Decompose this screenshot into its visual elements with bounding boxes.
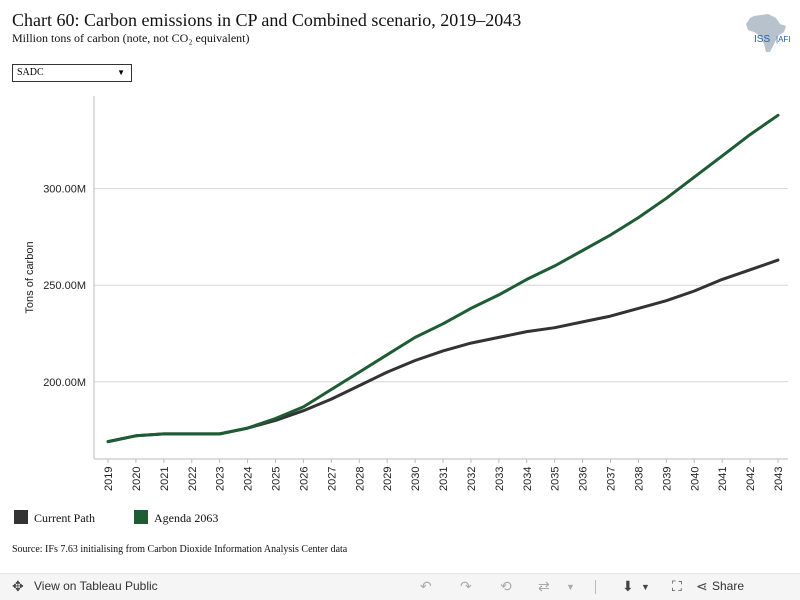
x-tick-label: 2031 bbox=[438, 467, 450, 491]
legend-label-current-path: Current Path bbox=[34, 511, 95, 525]
tableau-logo-icon: ✥ bbox=[12, 578, 24, 594]
refresh-options-chevron-icon[interactable]: ▼ bbox=[566, 582, 575, 592]
chart-subtitle: Million tons of carbon (note, not CO₂ eq… bbox=[12, 31, 250, 45]
legend-item-current-path[interactable]: Current Path bbox=[14, 510, 95, 526]
svg-text:|AFI: |AFI bbox=[776, 35, 791, 44]
y-tick-label: 200.00M bbox=[43, 377, 86, 389]
line-chart: 200.00M 250.00M 300.00M Tons of carbon 2019 2… bbox=[24, 96, 788, 491]
share-button[interactable]: Share bbox=[712, 579, 745, 593]
legend-swatch-agenda-2063 bbox=[134, 510, 148, 524]
region-filter-value: SADC bbox=[17, 67, 44, 78]
toolbar-divider bbox=[595, 580, 596, 594]
fullscreen-icon[interactable]: ⛶ bbox=[672, 578, 682, 594]
x-tick-label: 2035 bbox=[550, 467, 562, 491]
iss-africa-logo: ISS |AFI bbox=[746, 14, 791, 52]
y-tick-label: 300.00M bbox=[43, 184, 86, 196]
series-line-agenda-2063[interactable] bbox=[106, 113, 780, 444]
x-tick-label: 2040 bbox=[689, 467, 701, 491]
download-options-chevron-icon[interactable]: ▼ bbox=[641, 582, 650, 592]
x-tick-label: 2043 bbox=[773, 467, 785, 491]
refresh-icon[interactable]: ⇄ bbox=[538, 578, 550, 594]
x-tick-label: 2026 bbox=[298, 467, 310, 491]
source-note: Source: IFs 7.63 initialising from Carbo… bbox=[12, 544, 348, 555]
x-tick-label: 2030 bbox=[410, 467, 422, 491]
x-tick-label: 2028 bbox=[354, 467, 366, 491]
region-filter-dropdown[interactable]: SADC ▼ bbox=[12, 64, 132, 82]
x-tick-label: 2021 bbox=[159, 467, 171, 491]
y-tick-label: 250.00M bbox=[43, 280, 86, 292]
legend-label-agenda-2063: Agenda 2063 bbox=[154, 511, 219, 525]
x-tick-label: 2024 bbox=[243, 467, 255, 491]
y-axis-title: Tons of carbon bbox=[24, 241, 36, 313]
tableau-toolbar: ✥ View on Tableau Public ↶ ↷ ⟲ ⇄ ▼ ⬇ ▼ ⛶… bbox=[0, 573, 800, 600]
revert-icon[interactable]: ⟲ bbox=[500, 578, 512, 594]
legend-item-agenda-2063[interactable]: Agenda 2063 bbox=[134, 510, 218, 526]
x-tick-label: 2027 bbox=[326, 467, 338, 491]
x-tick-label: 2038 bbox=[633, 467, 645, 491]
x-tick-label: 2022 bbox=[187, 467, 199, 491]
chevron-down-icon: ▼ bbox=[117, 68, 125, 77]
legend-swatch-current-path bbox=[14, 510, 28, 524]
x-tick-label: 2034 bbox=[522, 467, 534, 491]
x-tick-label: 2019 bbox=[103, 467, 115, 491]
x-tick-label: 2020 bbox=[131, 467, 143, 491]
svg-text:ISS: ISS bbox=[754, 34, 770, 45]
x-tick-label: 2032 bbox=[466, 467, 478, 491]
x-tick-label: 2037 bbox=[606, 467, 618, 491]
undo-icon[interactable]: ↶ bbox=[420, 578, 432, 594]
x-tick-label: 2033 bbox=[494, 467, 506, 491]
x-tick-label: 2023 bbox=[215, 467, 227, 491]
x-tick-label: 2042 bbox=[745, 467, 757, 491]
x-tick-label: 2036 bbox=[578, 467, 590, 491]
series-line-current-path[interactable] bbox=[106, 258, 780, 444]
view-on-tableau-link[interactable]: View on Tableau Public bbox=[34, 579, 158, 593]
chart-title: Chart 60: Carbon emissions in CP and Com… bbox=[12, 10, 522, 30]
x-tick-label: 2025 bbox=[271, 467, 283, 491]
x-tick-label: 2041 bbox=[717, 467, 729, 491]
redo-icon[interactable]: ↷ bbox=[460, 578, 472, 594]
download-icon[interactable]: ⬇ bbox=[622, 578, 634, 594]
share-icon[interactable]: ⋖ bbox=[696, 578, 708, 594]
x-tick-label: 2029 bbox=[382, 467, 394, 491]
x-tick-label: 2039 bbox=[661, 467, 673, 491]
